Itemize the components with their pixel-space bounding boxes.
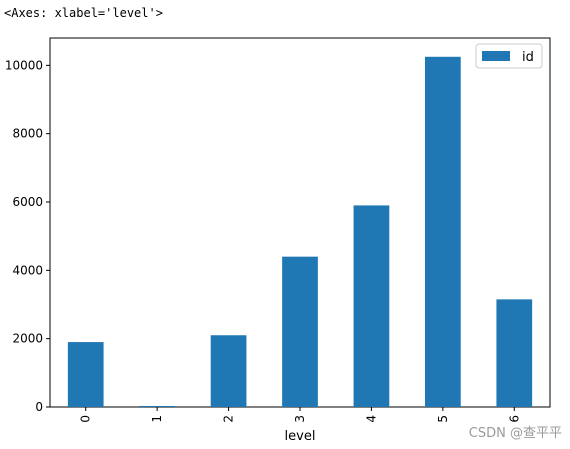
x-tick-label: 3 — [293, 415, 307, 423]
bar-level-5 — [425, 56, 461, 408]
y-tick-label: 2000 — [12, 332, 43, 346]
legend-label: id — [522, 50, 534, 65]
y-tick-label: 0 — [35, 400, 43, 414]
x-tick-label: 4 — [364, 415, 378, 423]
bar-level-1 — [139, 405, 175, 407]
y-tick-label: 4000 — [12, 263, 43, 277]
bars-group — [67, 56, 533, 408]
y-axis-ticks: 0 2000 4000 6000 8000 10000 — [5, 58, 50, 414]
y-tick-label: 6000 — [12, 195, 43, 209]
x-axis-label: level — [285, 429, 316, 444]
legend-swatch — [482, 51, 510, 61]
watermark: CSDN @查平平 — [468, 426, 562, 441]
y-tick-label: 8000 — [12, 127, 43, 141]
x-tick-label: 1 — [150, 415, 164, 423]
bar-level-4 — [353, 205, 390, 407]
x-tick-label: 5 — [436, 415, 450, 423]
bar-level-0 — [67, 342, 104, 407]
x-axis-ticks: 0 1 2 3 4 5 6 — [79, 407, 521, 423]
x-tick-label: 0 — [79, 415, 93, 423]
bar-level-2 — [210, 335, 247, 407]
bar-level-6 — [496, 299, 533, 407]
output-repr-text: <Axes: xlabel='level'> — [4, 6, 163, 20]
legend: id — [475, 43, 543, 69]
bar-level-3 — [282, 256, 318, 407]
y-tick-label: 10000 — [5, 58, 43, 72]
x-tick-label: 6 — [507, 415, 521, 423]
x-tick-label: 2 — [222, 415, 236, 423]
